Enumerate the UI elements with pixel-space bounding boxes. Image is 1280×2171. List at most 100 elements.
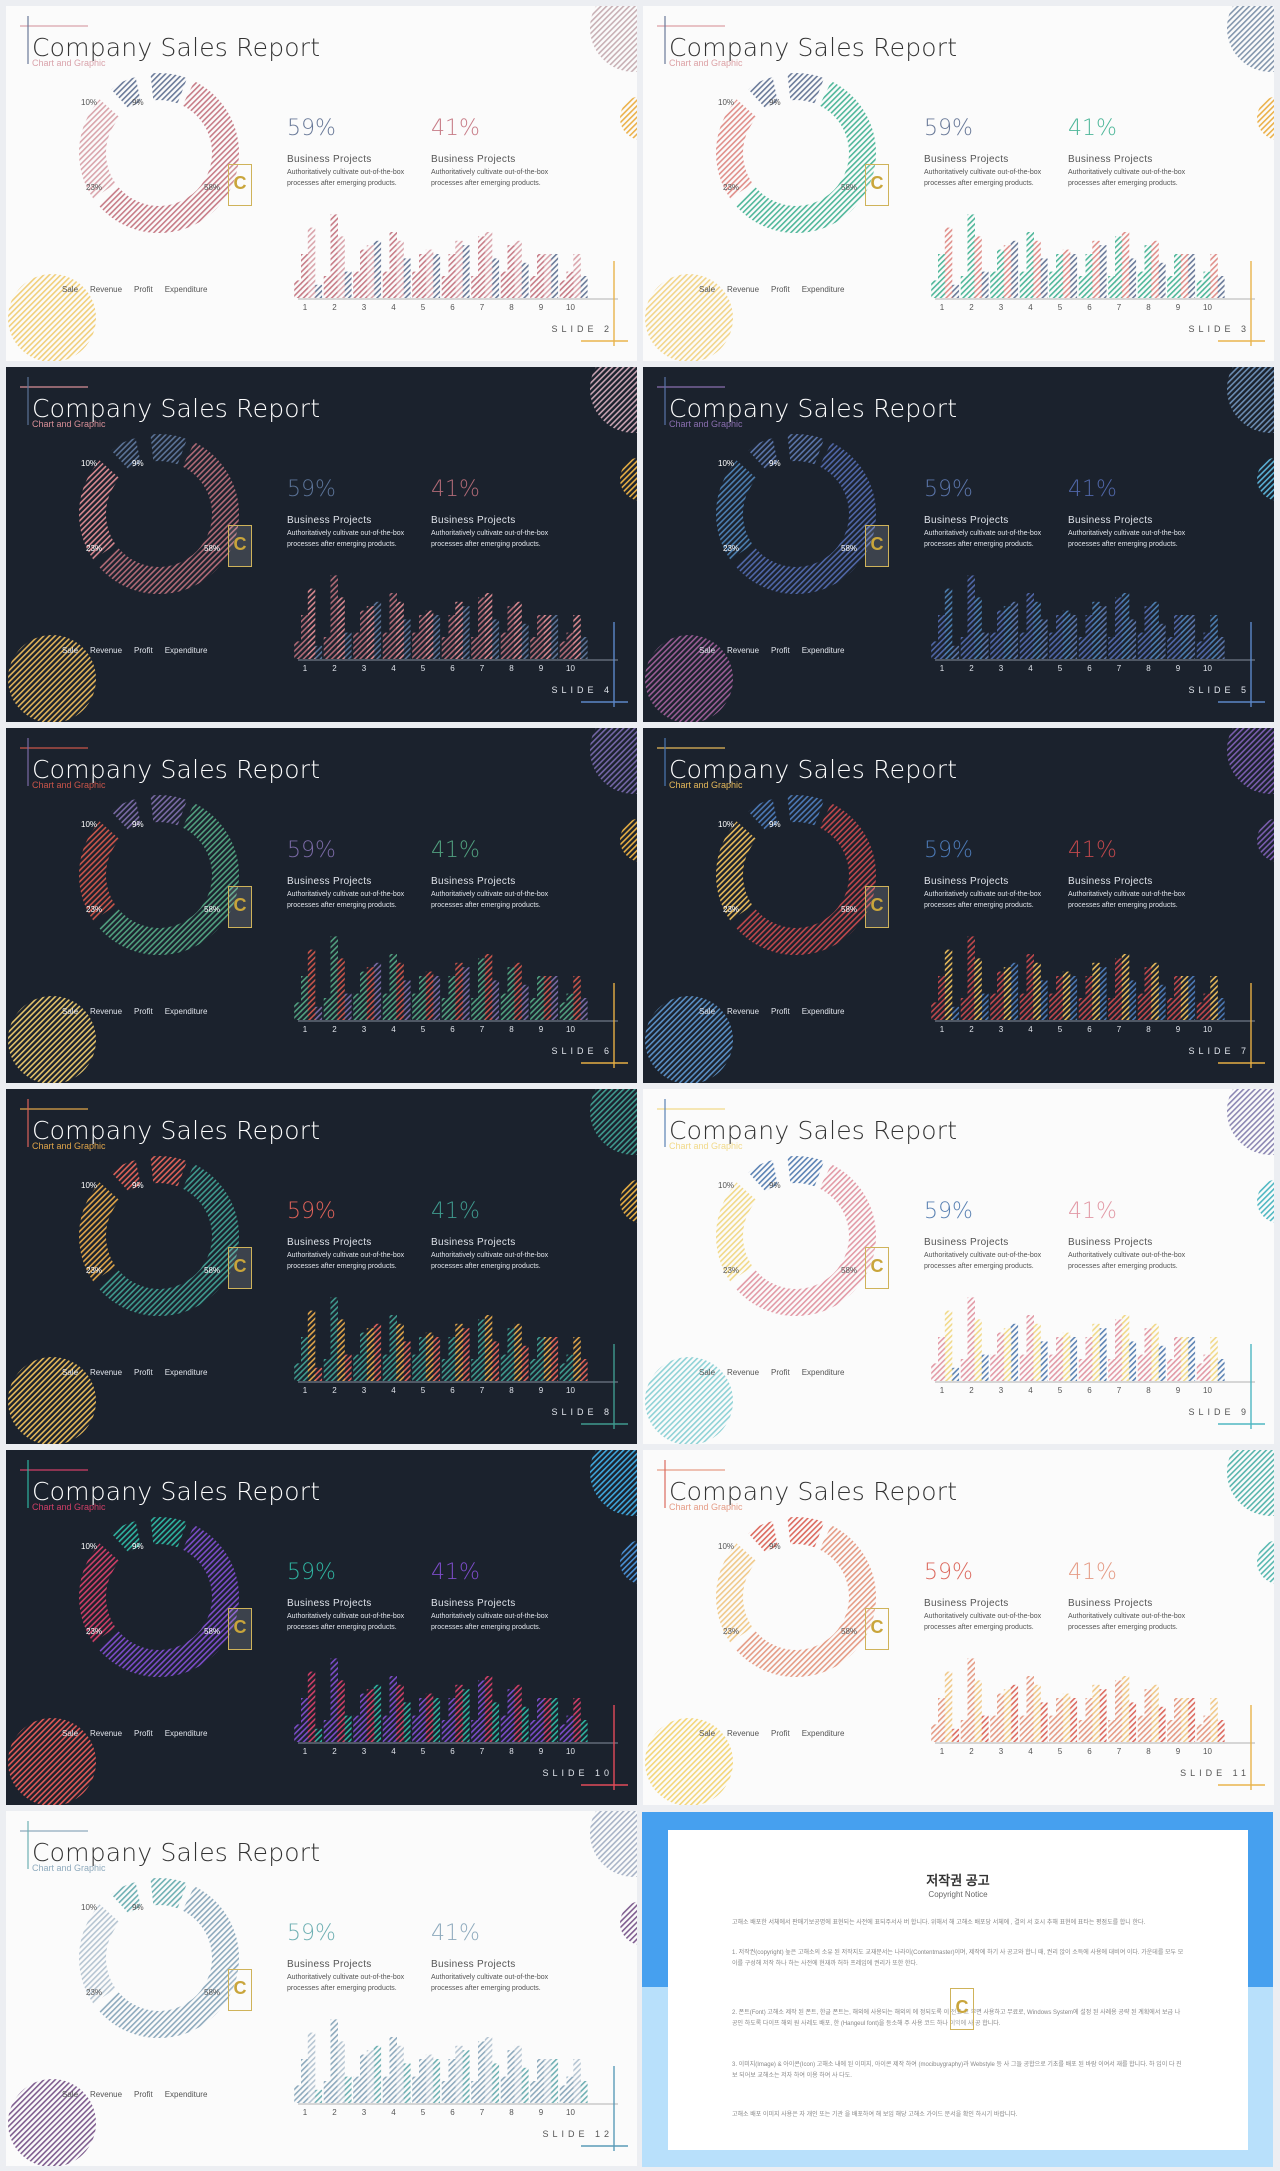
bar: [960, 1359, 969, 1381]
decor-circle-top-right: [590, 1089, 637, 1155]
bar: [353, 2076, 361, 2103]
bar: [566, 993, 574, 1020]
x-tick-label: 5: [420, 1025, 426, 1034]
bar: [471, 637, 479, 659]
slide-4: 10% 9% 23% 58% Company Sales Report Chart and…: [6, 367, 637, 722]
bar: [294, 2085, 302, 2103]
x-tick-label: 5: [1057, 1025, 1063, 1034]
bar: [507, 1689, 515, 1742]
x-tick-label: 6: [1087, 303, 1092, 312]
bar: [396, 1323, 404, 1381]
donut-segment: [735, 1525, 876, 1677]
bar: [1003, 606, 1012, 659]
project-title: Business Projects: [924, 1237, 1009, 1248]
x-tick-label: 5: [1057, 303, 1063, 312]
x-tick-label: 2: [969, 664, 974, 673]
bar: [951, 1367, 960, 1381]
bar: [337, 1680, 345, 1742]
x-tick-label: 3: [361, 303, 367, 312]
bar: [1158, 1706, 1166, 1742]
legend-item: Expenditure: [164, 285, 208, 294]
bar: [1217, 998, 1225, 1020]
project-title: Business Projects: [287, 1598, 372, 1609]
bar: [432, 615, 441, 659]
bar: [462, 606, 470, 659]
watermark-logo: C: [228, 1247, 252, 1289]
bar: [425, 1332, 434, 1381]
bar: [330, 1297, 338, 1381]
donut-label: 9%: [769, 1181, 781, 1190]
bar: [448, 1698, 456, 1742]
x-tick-label: 8: [1146, 1386, 1151, 1395]
bar: [974, 597, 982, 659]
bar: [938, 976, 946, 1020]
bar: [1128, 258, 1137, 298]
bar: [1167, 998, 1175, 1020]
donut-segment: [735, 1164, 876, 1316]
bar: [951, 1728, 960, 1742]
bar: [931, 1002, 939, 1020]
bar: [967, 575, 975, 659]
donut-segment: [748, 1521, 778, 1553]
bar: [938, 1698, 946, 1742]
decor-circle-top-right: [1227, 728, 1274, 794]
bar: [967, 936, 975, 1020]
slide-subtitle: Chart and Graphic: [669, 780, 743, 790]
donut-label: 58%: [841, 1266, 858, 1275]
bar: [530, 2081, 538, 2103]
bar: [353, 632, 361, 659]
project-title: Business Projects: [431, 515, 516, 526]
bar: [1033, 1323, 1041, 1381]
bar: [448, 2059, 456, 2103]
bar: [951, 1006, 960, 1020]
donut-label: 58%: [204, 905, 221, 914]
slide-subtitle: Chart and Graphic: [32, 58, 106, 68]
bar: [344, 1715, 352, 1742]
x-tick-label: 4: [391, 1747, 396, 1756]
legend-item: Expenditure: [801, 1007, 845, 1016]
donut-label: 23%: [86, 544, 103, 553]
bar: [441, 637, 450, 659]
bar: [419, 615, 427, 659]
x-tick-label: 7: [1116, 1025, 1122, 1034]
bar: [373, 601, 382, 659]
bar: [1019, 271, 1028, 298]
donut-label: 9%: [132, 820, 144, 829]
slide-title: Company Sales Report: [669, 394, 958, 423]
bar: [573, 1698, 581, 1742]
bar: [573, 254, 581, 298]
percent-left: 59%: [924, 477, 973, 502]
legend-item: Profit: [134, 285, 153, 294]
donut-label: 9%: [132, 98, 144, 107]
decor-circle-right: [620, 1179, 637, 1223]
x-tick-label: 3: [998, 1025, 1004, 1034]
bar: [931, 641, 939, 659]
donut-label: 23%: [86, 1988, 103, 1997]
percent-right: 41%: [431, 1560, 480, 1585]
bar: [337, 597, 345, 659]
bar: [1151, 962, 1159, 1020]
copyright-notice-slide: 저작권 공고 Copyright Notice 고해소 배포한 서체에서 판매기…: [642, 1812, 1273, 2167]
chart-legend: Sale Revenue Profit Expenditure: [62, 2090, 219, 2099]
bar: [1121, 1315, 1130, 1381]
bar: [1180, 615, 1189, 659]
bar: [1108, 276, 1116, 298]
bar: [938, 1337, 946, 1381]
percent-right: 41%: [1068, 838, 1117, 863]
bar: [396, 240, 404, 298]
bar: [931, 280, 939, 298]
bar: [521, 262, 529, 298]
watermark-logo: C: [865, 164, 889, 206]
bar: [1196, 1363, 1205, 1381]
legend-item: Sale: [699, 285, 716, 294]
bar: [1040, 1341, 1048, 1381]
bar: [566, 2076, 574, 2103]
x-tick-label: 4: [391, 2108, 396, 2117]
project-description: Authoritatively cultivate out-of-the-box…: [431, 169, 549, 187]
slide-graphics: [8, 1450, 637, 1805]
bar: [448, 1337, 456, 1381]
donut-label: 10%: [718, 1181, 735, 1190]
bar: [353, 1715, 361, 1742]
legend-item: Revenue: [90, 1007, 123, 1016]
bar: [360, 1332, 368, 1381]
